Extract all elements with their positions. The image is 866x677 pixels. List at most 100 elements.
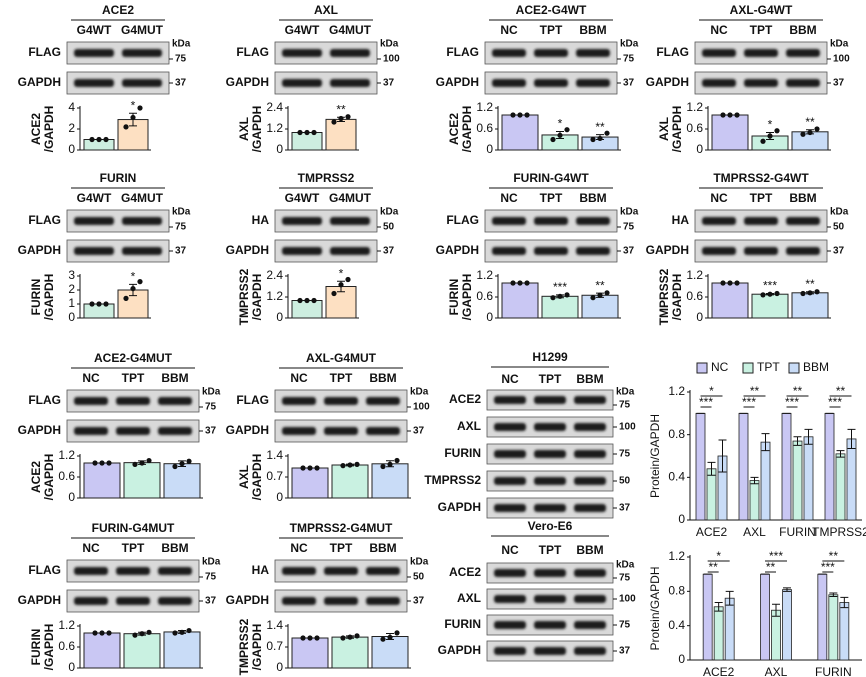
bar [163,631,201,669]
data-point [760,292,766,298]
lane-label: NC [82,371,100,385]
error-bar [840,596,849,609]
bar [771,609,781,661]
data-point [347,634,353,640]
marker-label: 37 [623,78,635,89]
lane-label: G4WT [77,191,112,205]
blot-label: ACE2 [449,392,481,406]
marker-label: 37 [205,426,217,437]
kda-label: kDa [202,557,221,568]
marker-label: 50 [833,222,845,233]
lane-label: BBM [576,543,603,557]
error-bar [836,450,845,458]
data-point [89,301,95,307]
kda-label: kDa [380,39,399,50]
panel-title: H1299 [532,350,568,364]
data-point [130,286,136,292]
blot-band [786,217,820,225]
data-point [774,128,780,134]
y-axis-label: /GAPDH [250,624,264,671]
data-point [311,129,317,136]
significance: *** [699,395,713,409]
blot-band [702,79,736,87]
panel-title: FURIN-G4MUT [92,521,175,535]
data-point [387,634,393,641]
significance: *** [828,395,842,409]
bar [817,573,828,661]
data-point [172,630,178,636]
data-point [814,289,820,295]
blot-band [494,647,526,655]
significance: ** [595,120,605,134]
y-tick-label: 0 [68,310,75,324]
significance: *** [763,279,777,293]
data-point [338,282,344,288]
marker-label: 37 [619,646,631,657]
lane-label: NC [500,191,518,205]
blot-label: FLAG [236,45,269,59]
error-bar [714,601,723,612]
marker-label: 75 [205,402,217,413]
blot-label: GAPDH [18,75,61,89]
data-point [106,630,112,636]
data-point [99,460,105,466]
marker-label: 100 [619,594,636,605]
data-point [760,138,766,144]
bar [291,132,323,151]
blot-band [494,477,526,485]
data-point [590,136,596,143]
data-point [604,130,610,136]
blot-band [330,217,370,225]
blot-band [74,397,108,405]
marker-label: 75 [619,400,631,411]
x-tick-label: AXL [765,665,788,677]
significance: * [131,270,136,284]
blot-band [122,79,162,87]
blot-frame [274,209,378,233]
y-tick-label: 1.2 [686,100,703,114]
lane-label: BBM [789,191,816,205]
significance: * [339,266,344,280]
blot-band [494,621,526,629]
lane-label: BBM [789,23,816,37]
blot-band [282,397,316,405]
blot-band [324,597,358,605]
y-axis-label: AXL [657,117,671,141]
y-axis-label: Protein/GAPDH [648,414,662,498]
y-tick-label: 1.4 [266,448,283,462]
lane-label: G4MUT [329,23,372,37]
lane-label: TPT [539,543,562,557]
blot-band [74,597,108,605]
data-point [186,627,192,634]
blot-band [324,397,358,405]
data-point [387,461,393,467]
y-tick-label: 1.2 [58,448,75,462]
data-point [139,460,145,466]
blot-band [534,595,566,603]
panel-title: ACE2-G4MUT [94,351,173,365]
error-bar [750,476,759,485]
blot-band [366,567,400,575]
lane-label: G4MUT [329,191,372,205]
y-tick-label: 0 [678,512,685,526]
y-axis-label: FURIN [447,279,461,316]
blot-band [158,597,192,605]
bar [835,453,846,521]
data-point [354,461,360,467]
y-tick-label: 2.4 [266,100,283,114]
bar [760,441,771,521]
data-point [597,135,603,142]
marker-label: 37 [205,596,217,607]
lane-label: NC [82,541,100,555]
y-axis-label: ACE2 [29,113,43,145]
blot-band [494,569,526,577]
bar [501,114,539,151]
blot-label: GAPDH [18,423,61,437]
blot-band [574,621,606,629]
kda-label: kDa [830,207,849,218]
y-axis-label: TMPRSS2 [657,268,671,325]
blot-label: GAPDH [438,643,481,657]
bar [541,295,579,319]
data-point [300,635,306,641]
blot-band [74,427,108,435]
